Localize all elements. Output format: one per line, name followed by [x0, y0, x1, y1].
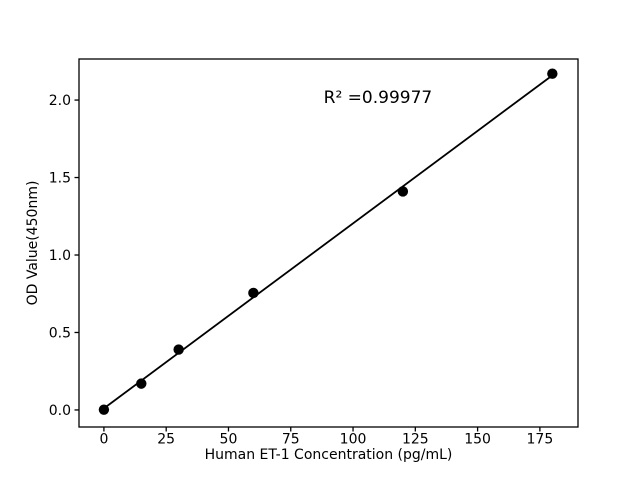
x-tick-label: 50	[220, 432, 238, 448]
x-tick-label: 125	[402, 432, 429, 448]
fit-line	[103, 74, 553, 410]
data-point	[397, 186, 409, 197]
data-point	[98, 404, 110, 415]
y-axis-label: OD Value(450nm)	[25, 181, 41, 306]
x-axis-label: Human ET-1 Concentration (pg/mL)	[205, 447, 453, 463]
x-tick-label: 0	[99, 432, 108, 448]
y-tick-label: 2.0	[49, 93, 71, 109]
y-tick-label: 0.5	[49, 325, 71, 341]
y-tick-label: 0.0	[49, 403, 71, 419]
y-tick-label: 1.5	[49, 171, 71, 187]
x-tick-label: 25	[157, 432, 175, 448]
r-squared-annotation: R² =0.99977	[324, 88, 433, 108]
data-point	[547, 68, 558, 79]
data-point	[248, 287, 259, 299]
x-tick-label: 100	[340, 432, 367, 448]
x-tick-label: 175	[527, 432, 554, 448]
x-tick-label: 75	[282, 432, 300, 448]
plot-area	[78, 58, 579, 428]
data-point	[136, 378, 147, 389]
y-tick-label: 1.0	[49, 248, 71, 264]
x-tick-label: 150	[464, 432, 491, 448]
data-point	[173, 344, 184, 355]
